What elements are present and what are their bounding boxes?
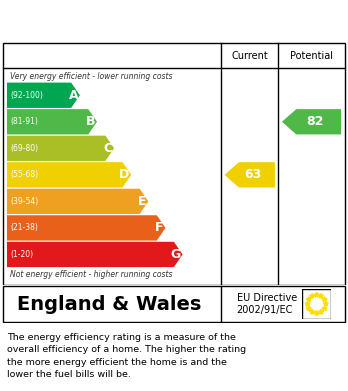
Polygon shape	[306, 297, 311, 301]
Polygon shape	[7, 109, 97, 135]
Polygon shape	[282, 109, 341, 135]
Text: G: G	[171, 248, 181, 261]
Polygon shape	[319, 309, 324, 314]
Text: C: C	[103, 142, 112, 155]
Text: (81-91): (81-91)	[10, 117, 38, 126]
Polygon shape	[322, 297, 327, 301]
Polygon shape	[305, 301, 310, 306]
Text: (69-80): (69-80)	[10, 144, 39, 153]
Text: B: B	[86, 115, 95, 128]
Polygon shape	[7, 242, 183, 267]
Text: 82: 82	[306, 115, 324, 128]
Text: F: F	[155, 221, 164, 235]
Polygon shape	[319, 294, 324, 298]
Polygon shape	[7, 83, 80, 108]
Polygon shape	[323, 301, 328, 306]
Polygon shape	[314, 310, 319, 315]
Polygon shape	[314, 292, 319, 297]
Text: 63: 63	[245, 169, 262, 181]
Text: (55-68): (55-68)	[10, 170, 39, 179]
Polygon shape	[224, 162, 275, 188]
Text: (39-54): (39-54)	[10, 197, 39, 206]
Polygon shape	[310, 294, 315, 298]
Polygon shape	[7, 189, 148, 214]
Text: Current: Current	[231, 51, 268, 61]
Text: Potential: Potential	[290, 51, 333, 61]
Text: Not energy efficient - higher running costs: Not energy efficient - higher running co…	[10, 270, 173, 279]
Polygon shape	[7, 162, 131, 188]
Text: (1-20): (1-20)	[10, 250, 33, 259]
Text: A: A	[69, 89, 78, 102]
Text: England & Wales: England & Wales	[17, 294, 202, 314]
Polygon shape	[7, 136, 114, 161]
Text: Energy Efficiency Rating: Energy Efficiency Rating	[10, 11, 258, 30]
Text: (92-100): (92-100)	[10, 91, 43, 100]
Text: D: D	[119, 169, 129, 181]
Polygon shape	[306, 306, 311, 311]
Text: E: E	[138, 195, 147, 208]
Text: Very energy efficient - lower running costs: Very energy efficient - lower running co…	[10, 72, 173, 81]
Polygon shape	[310, 309, 315, 314]
Text: The energy efficiency rating is a measure of the
overall efficiency of a home. T: The energy efficiency rating is a measur…	[7, 333, 246, 379]
Text: EU Directive
2002/91/EC: EU Directive 2002/91/EC	[237, 293, 297, 315]
Polygon shape	[7, 215, 166, 240]
Text: (21-38): (21-38)	[10, 223, 38, 232]
Polygon shape	[322, 306, 327, 311]
